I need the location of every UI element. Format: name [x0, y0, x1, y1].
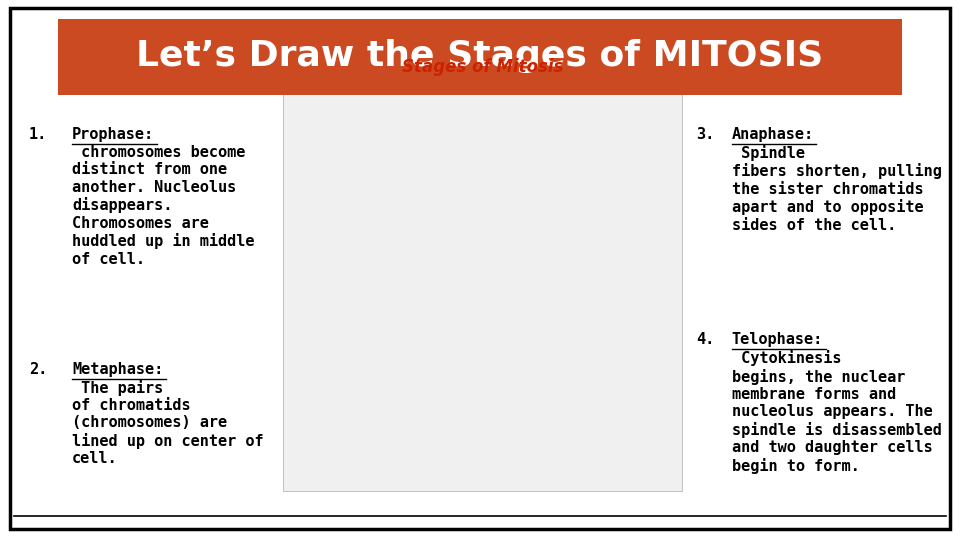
- Bar: [58, 19, 902, 94]
- Text: Metaphase:: Metaphase:: [72, 362, 163, 377]
- Text: The pairs
of chromatids
(chromosomes) are
lined up on center of
cell.: The pairs of chromatids (chromosomes) ar…: [72, 380, 264, 467]
- Text: Cytokinesis
begins, the nuclear
membrane forms and
nucleolus appears. The
spindl: Cytokinesis begins, the nuclear membrane…: [732, 350, 942, 474]
- Text: chromosomes become
distinct from one
another. Nucleolus
disappears.
Chromosomes : chromosomes become distinct from one ano…: [72, 145, 254, 267]
- Text: 1.: 1.: [29, 127, 47, 142]
- Text: Spindle
fibers shorten, pulling
the sister chromatids
apart and to opposite
side: Spindle fibers shorten, pulling the sist…: [732, 145, 942, 233]
- Text: 4.: 4.: [696, 332, 714, 347]
- Bar: [283, 24, 682, 491]
- Text: Anaphase:: Anaphase:: [732, 127, 814, 142]
- Text: Stages of Mitosis: Stages of Mitosis: [402, 58, 564, 77]
- Text: 2.: 2.: [29, 362, 47, 377]
- Text: Telophase:: Telophase:: [732, 332, 823, 347]
- Text: Let’s Draw the Stages of MITOSIS: Let’s Draw the Stages of MITOSIS: [136, 39, 824, 72]
- Text: Prophase:: Prophase:: [72, 127, 155, 142]
- Text: 3.: 3.: [696, 127, 714, 142]
